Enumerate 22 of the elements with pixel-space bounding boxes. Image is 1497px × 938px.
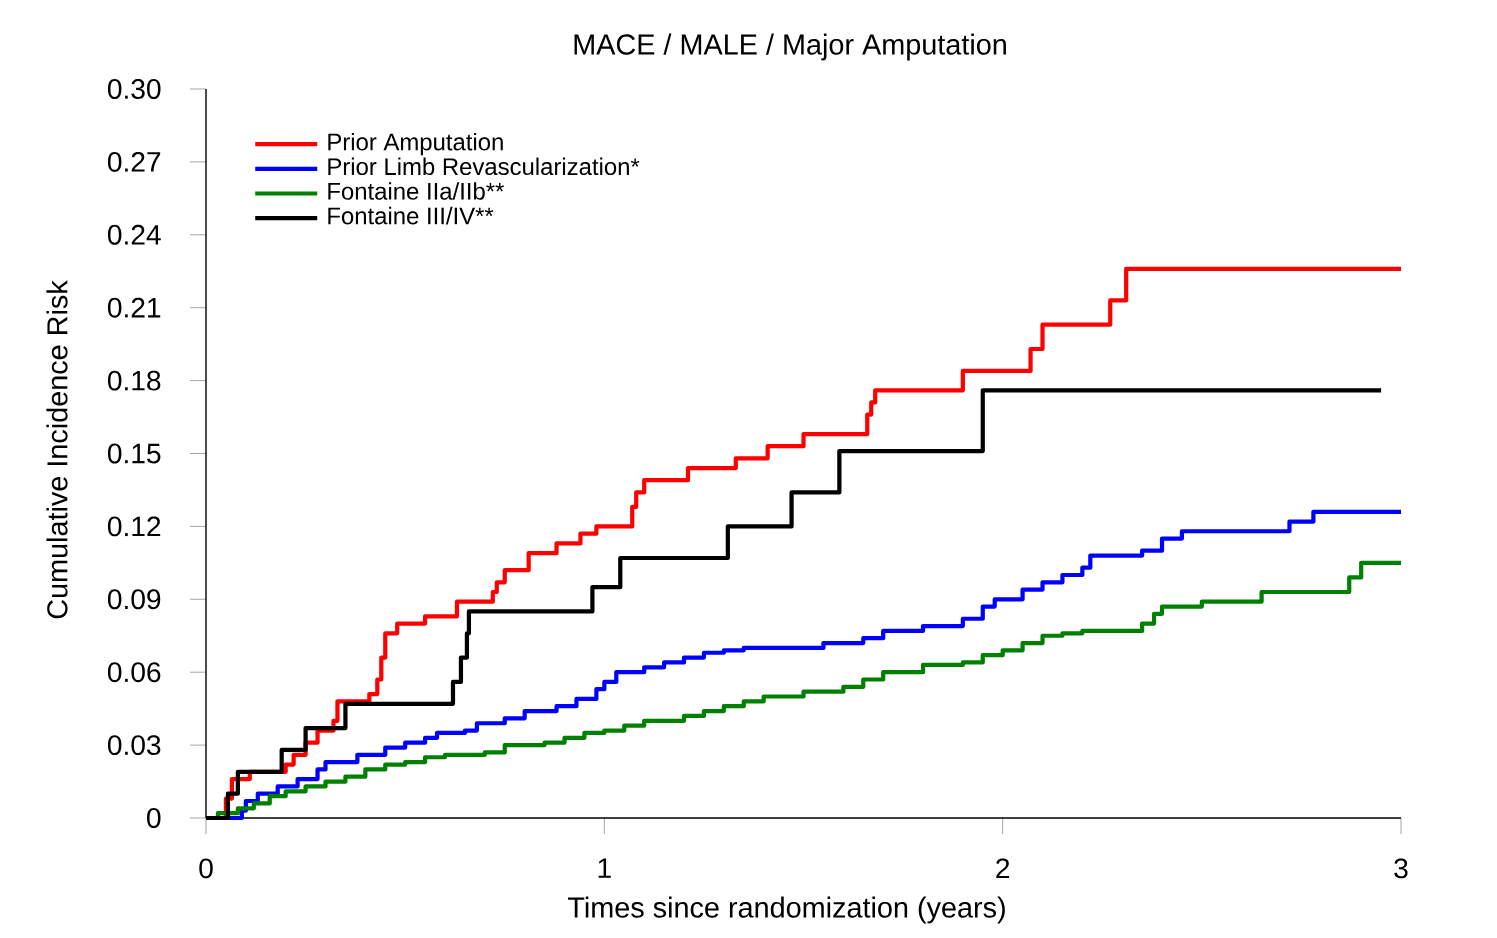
y-tick-label: 0.30 (107, 79, 161, 99)
legend-label: Fontaine IIa/IIb** (328, 182, 504, 200)
y-tick-label: 0.21 (107, 297, 161, 318)
y-tick-label: 0.09 (107, 589, 161, 610)
legend-label: Prior Amputation (328, 132, 503, 156)
y-tick-label: 0.24 (107, 224, 161, 245)
y-tick-label: 0.03 (107, 735, 161, 756)
y-tick-label: 0.12 (107, 516, 161, 537)
chart-title: MACE / MALE / Major Amputation (574, 33, 1006, 61)
x-tick-label: 2 (996, 858, 1010, 879)
x-axis-title: Times since randomization (years) (567, 896, 1005, 924)
x-tick-label: 3 (1394, 858, 1408, 879)
y-tick-label: 0 (147, 808, 161, 828)
y-tick-label: 0.27 (107, 151, 161, 172)
legend-label: Prior Limb Revascularization* (328, 157, 640, 176)
legend-label: Fontaine III/IV** (328, 206, 494, 225)
x-tick-label: 0 (199, 858, 213, 879)
x-tick-label: 1 (598, 858, 611, 878)
y-tick-label: 0.18 (107, 370, 161, 391)
y-tick-label: 0.06 (107, 662, 161, 683)
y-tick-label: 0.15 (107, 443, 161, 464)
y-axis-title: Cumulative Incidence Risk (46, 280, 68, 619)
